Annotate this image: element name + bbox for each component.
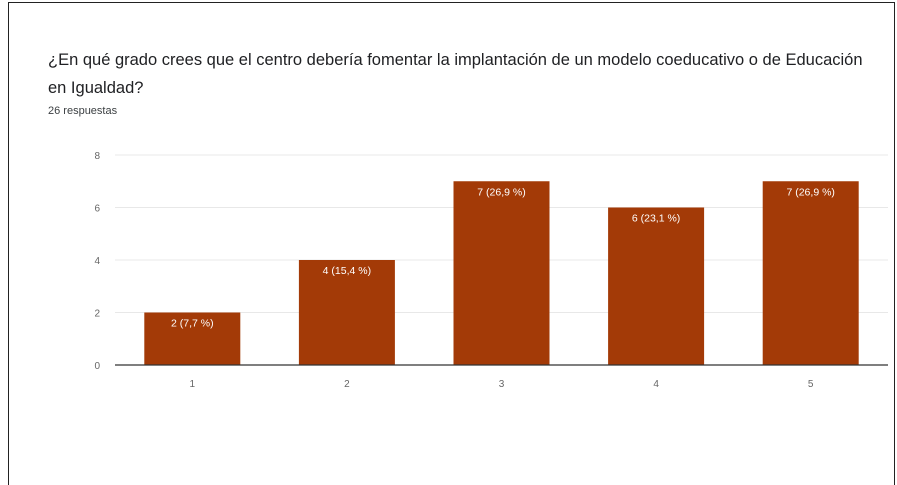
data-label: 2 (7,7 %) bbox=[171, 318, 214, 330]
x-tick-label: 4 bbox=[653, 379, 659, 390]
x-tick-label: 2 bbox=[344, 379, 350, 390]
bar bbox=[298, 260, 395, 365]
bar bbox=[762, 181, 859, 365]
data-label: 4 (15,4 %) bbox=[323, 265, 371, 277]
y-tick-label: 8 bbox=[94, 151, 100, 162]
y-tick-label: 2 bbox=[94, 309, 100, 320]
bar bbox=[453, 181, 550, 365]
data-label: 6 (23,1 %) bbox=[632, 213, 680, 225]
y-tick-label: 6 bbox=[94, 204, 100, 215]
response-count: 26 respuestas bbox=[48, 105, 118, 117]
y-tick-label: 4 bbox=[94, 256, 100, 267]
bar bbox=[144, 312, 241, 365]
data-label: 7 (26,9 %) bbox=[786, 186, 834, 198]
y-tick-label: 0 bbox=[94, 361, 100, 372]
data-label: 7 (26,9 %) bbox=[477, 186, 525, 198]
x-tick-label: 5 bbox=[808, 379, 814, 390]
question-title: ¿En qué grado crees que el centro deberí… bbox=[48, 51, 863, 97]
x-tick-label: 3 bbox=[499, 379, 505, 390]
x-tick-label: 1 bbox=[190, 379, 196, 390]
form-question-card bbox=[8, 2, 895, 485]
bar bbox=[608, 207, 705, 365]
